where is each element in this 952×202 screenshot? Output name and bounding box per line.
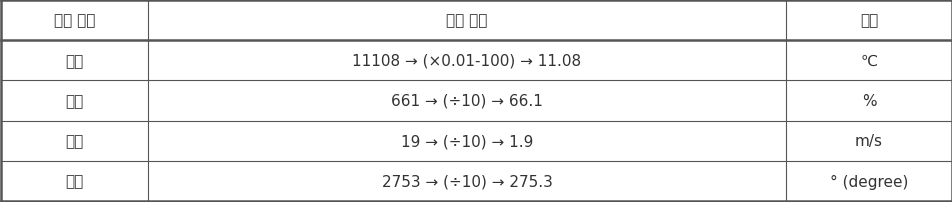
- Text: 관측 요소: 관측 요소: [53, 13, 95, 28]
- Text: 19 → (÷10) → 1.9: 19 → (÷10) → 1.9: [401, 134, 532, 149]
- Text: 습도: 습도: [66, 94, 84, 108]
- Text: 변환 과정: 변환 과정: [446, 13, 487, 28]
- Text: 11108 → (×0.01-100) → 11.08: 11108 → (×0.01-100) → 11.08: [352, 53, 581, 68]
- Text: 2753 → (÷10) → 275.3: 2753 → (÷10) → 275.3: [381, 174, 552, 189]
- Text: 단위: 단위: [859, 13, 877, 28]
- Text: 기온: 기온: [66, 53, 84, 68]
- Text: 풍향: 풍향: [66, 174, 84, 189]
- Text: m/s: m/s: [854, 134, 883, 149]
- Text: ° (degree): ° (degree): [829, 174, 907, 189]
- Text: %: %: [861, 94, 876, 108]
- Text: 풍속: 풍속: [66, 134, 84, 149]
- Text: ℃: ℃: [860, 53, 877, 68]
- Text: 661 → (÷10) → 66.1: 661 → (÷10) → 66.1: [390, 94, 543, 108]
